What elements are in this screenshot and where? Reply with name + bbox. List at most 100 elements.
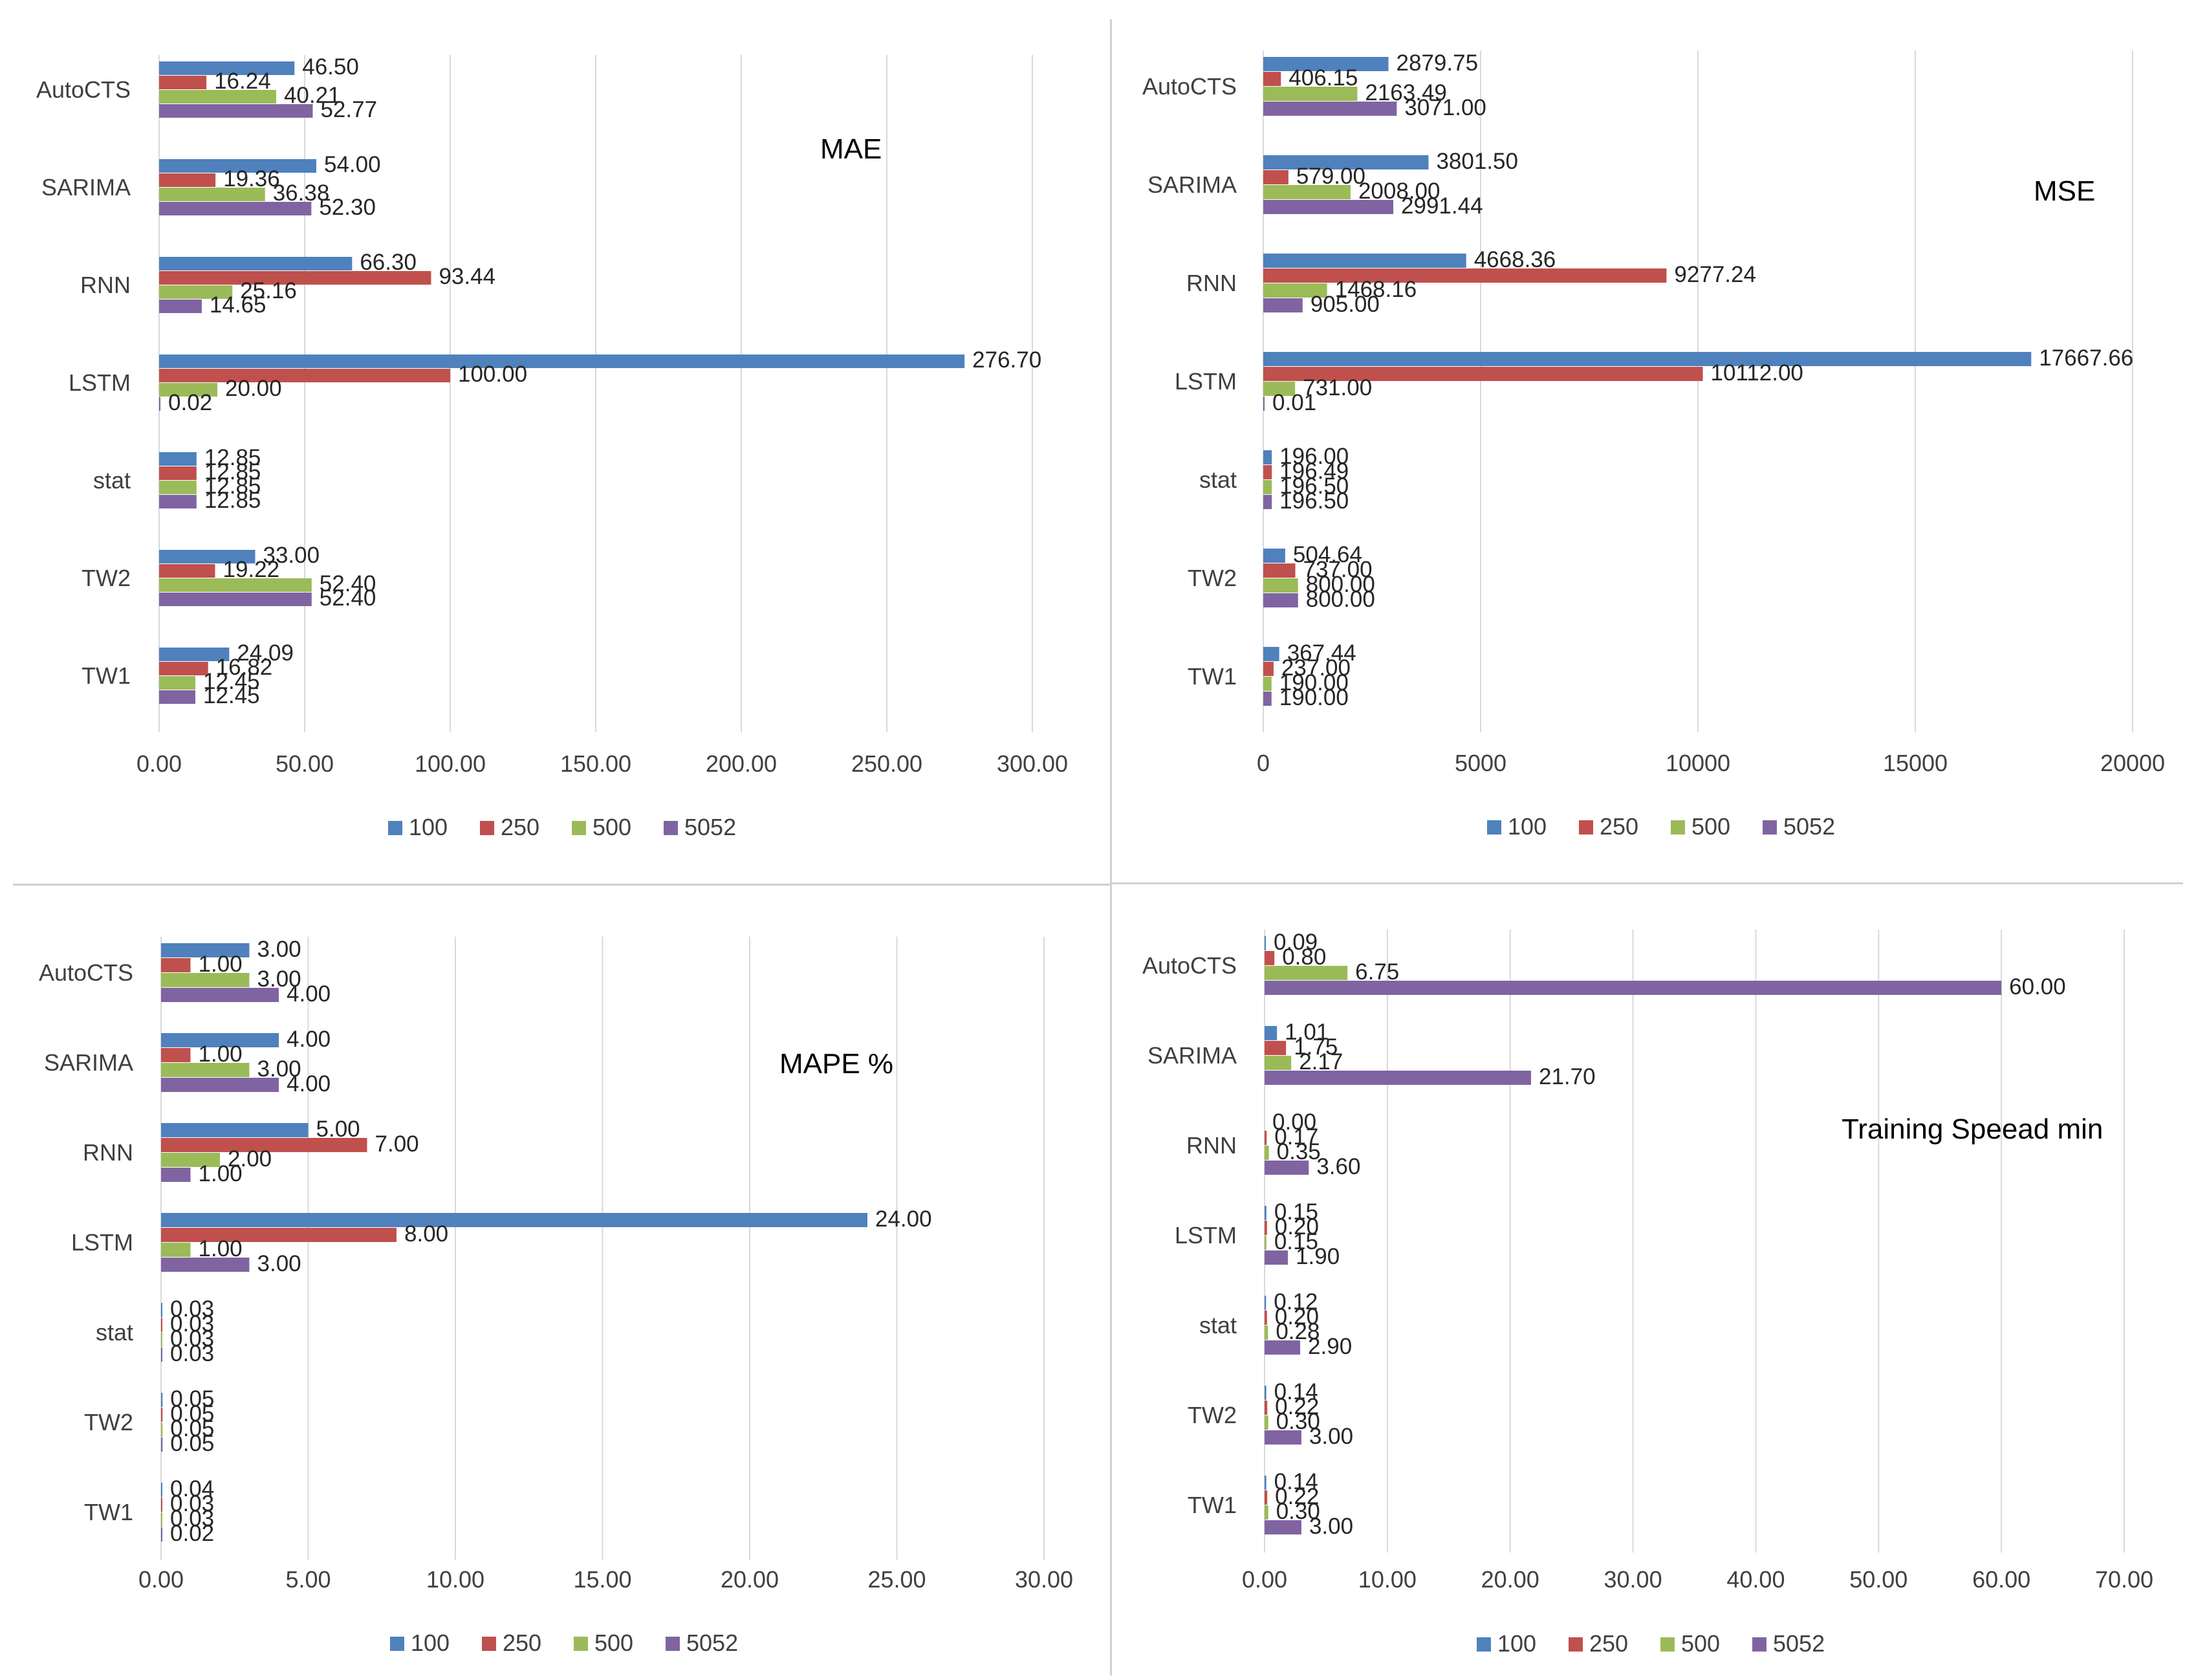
bar bbox=[1265, 1236, 1267, 1250]
bar bbox=[161, 1033, 279, 1047]
chart-mse: 0 5000 10000 15000 20000 AutoCTS 2879.75 406.15… bbox=[1112, 0, 2196, 882]
data-label: 0.22 bbox=[1275, 1484, 1319, 1509]
bar bbox=[1265, 951, 1275, 965]
bar bbox=[1265, 1476, 1267, 1490]
category-label: stat bbox=[96, 1319, 133, 1346]
chart-training-speed: 0.00 10.00 20.00 30.00 40.00 50.00 60.00 70.00 A… bbox=[1112, 884, 2196, 1680]
legend-swatch bbox=[480, 821, 494, 835]
data-label: 8.00 bbox=[404, 1221, 448, 1247]
data-label: 2.17 bbox=[1299, 1049, 1343, 1075]
data-label: 905.00 bbox=[1310, 292, 1380, 317]
bar bbox=[1263, 397, 1265, 411]
bar bbox=[1263, 200, 1394, 214]
category-label: TW1 bbox=[82, 662, 131, 689]
data-label: 12.85 bbox=[204, 488, 261, 513]
data-label: 196.50 bbox=[1279, 488, 1349, 514]
x-tick-label: 60.00 bbox=[1972, 1566, 2030, 1593]
bar bbox=[161, 988, 279, 1002]
x-tick-label: 70.00 bbox=[2095, 1566, 2153, 1593]
x-tick-label: 30.00 bbox=[1604, 1566, 1662, 1593]
data-label: 1.01 bbox=[1285, 1020, 1329, 1045]
category-label: RNN bbox=[83, 1139, 133, 1166]
data-label: 0.20 bbox=[1275, 1214, 1319, 1239]
category-label: SARIMA bbox=[1147, 171, 1237, 198]
data-label: 25.16 bbox=[240, 278, 297, 303]
data-label: 3071.00 bbox=[1404, 95, 1486, 120]
data-label: 237.00 bbox=[1281, 655, 1351, 681]
bar bbox=[159, 257, 353, 270]
category-label: stat bbox=[1199, 1312, 1237, 1338]
bar bbox=[159, 271, 431, 285]
x-tick-label: 50.00 bbox=[276, 750, 334, 777]
bar bbox=[161, 943, 250, 957]
bar bbox=[161, 1303, 162, 1317]
data-label: 2163.49 bbox=[1365, 80, 1447, 105]
bar bbox=[159, 648, 230, 661]
bar bbox=[161, 1048, 191, 1062]
category-label: TW2 bbox=[1188, 565, 1237, 591]
x-tick-label: 30.00 bbox=[1015, 1566, 1073, 1593]
bar bbox=[1265, 1131, 1267, 1145]
data-label: 12.85 bbox=[204, 474, 261, 499]
data-label: 0.03 bbox=[170, 1311, 214, 1336]
bar bbox=[161, 973, 250, 987]
data-label: 0.00 bbox=[1272, 1109, 1316, 1135]
bar bbox=[1263, 382, 1296, 396]
category-label: TW2 bbox=[82, 565, 131, 591]
data-label: 0.12 bbox=[1274, 1289, 1318, 1315]
bar bbox=[1265, 1311, 1267, 1325]
data-label: 52.77 bbox=[320, 97, 377, 122]
bar bbox=[1263, 677, 1272, 691]
bar bbox=[159, 188, 265, 201]
bar bbox=[1265, 1520, 1301, 1534]
bar bbox=[161, 1483, 162, 1497]
bar bbox=[1263, 268, 1667, 283]
data-label: 1.00 bbox=[199, 1042, 243, 1067]
bar bbox=[1265, 1041, 1287, 1055]
bar bbox=[1265, 1490, 1268, 1505]
legend-label: 100 bbox=[1508, 813, 1547, 840]
bar bbox=[159, 173, 216, 187]
category-label: SARIMA bbox=[44, 1049, 133, 1076]
legend-label: 100 bbox=[1497, 1630, 1536, 1657]
category-label: SARIMA bbox=[41, 174, 131, 201]
legend-swatch bbox=[574, 1637, 588, 1651]
category-label: LSTM bbox=[1175, 1222, 1237, 1249]
category-label: LSTM bbox=[71, 1229, 133, 1256]
bar bbox=[161, 1333, 162, 1347]
data-label: 52.40 bbox=[320, 571, 376, 596]
bar bbox=[1265, 1386, 1267, 1400]
bar bbox=[159, 578, 312, 592]
data-label: 1.00 bbox=[199, 1161, 243, 1186]
data-label: 406.15 bbox=[1288, 65, 1358, 91]
data-label: 1.90 bbox=[1296, 1244, 1340, 1269]
data-label: 24.09 bbox=[237, 640, 294, 666]
bar bbox=[1263, 254, 1466, 268]
x-tick-label: 10.00 bbox=[426, 1566, 484, 1593]
data-label: 0.09 bbox=[1274, 930, 1318, 955]
legend-label: 250 bbox=[1589, 1630, 1628, 1657]
data-label: 14.65 bbox=[210, 292, 266, 318]
bar bbox=[1265, 1221, 1267, 1235]
bar bbox=[1265, 1161, 1309, 1175]
data-label: 93.44 bbox=[439, 264, 495, 289]
legend-label: 100 bbox=[411, 1630, 450, 1656]
bar bbox=[161, 1063, 250, 1077]
data-label: 190.00 bbox=[1279, 685, 1349, 710]
x-tick-label: 50.00 bbox=[1849, 1566, 1908, 1593]
data-label: 12.45 bbox=[203, 669, 260, 694]
data-label: 0.80 bbox=[1282, 944, 1326, 970]
data-label: 0.05 bbox=[170, 1431, 214, 1456]
bar bbox=[1263, 578, 1298, 593]
category-label: TW1 bbox=[1188, 663, 1237, 690]
x-tick-label: 15000 bbox=[1883, 750, 1948, 776]
data-label: 0.02 bbox=[170, 1521, 214, 1546]
legend-swatch bbox=[666, 1637, 680, 1651]
data-label: 0.15 bbox=[1274, 1229, 1318, 1254]
bar bbox=[1265, 1206, 1267, 1220]
data-label: 0.28 bbox=[1276, 1319, 1320, 1344]
x-tick-label: 0.00 bbox=[138, 1566, 184, 1593]
bar bbox=[1265, 1250, 1288, 1265]
category-label: LSTM bbox=[1175, 368, 1237, 395]
x-tick-label: 0 bbox=[1257, 750, 1270, 776]
